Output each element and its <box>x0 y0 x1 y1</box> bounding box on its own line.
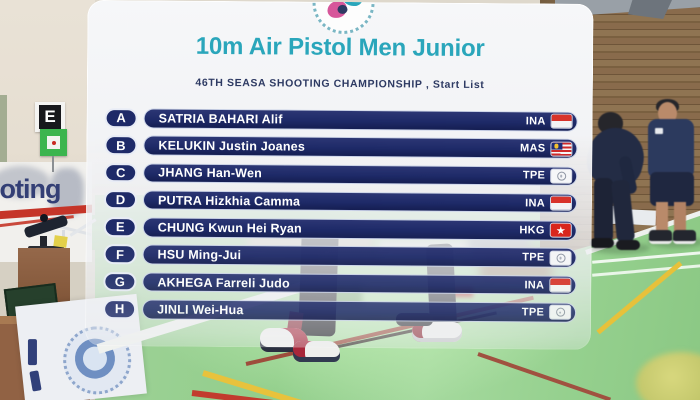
person-leg <box>656 202 668 232</box>
person-shoe <box>590 238 614 248</box>
country-flag-icon <box>550 196 572 210</box>
championship-logo <box>312 0 375 35</box>
country-code: TPE <box>521 306 545 319</box>
shooter-name: AKHEGA Farreli Judo <box>157 275 290 291</box>
country-code: TPE <box>522 169 546 182</box>
left-wall-strip <box>0 95 7 215</box>
lane-sign: E <box>35 102 65 132</box>
shooter-bar: CHUNG Kwun Hei Ryan HKG <box>142 217 577 241</box>
person-shoe <box>616 240 640 250</box>
lane-badge: G <box>103 271 137 292</box>
polo-badge <box>655 128 663 134</box>
event-title: 10m Air Pistol Men Junior <box>195 32 485 63</box>
ceiling-beam-bracket <box>628 0 672 19</box>
person-bending <box>581 112 658 252</box>
start-list-row: F HSU Ming-Jui TPE <box>103 244 583 268</box>
country-flag-icon <box>550 224 571 238</box>
shooter-bar: KELUKIN Justin Joanes MAS <box>143 135 578 159</box>
person-standing <box>645 99 700 244</box>
shooter-bar: PUTRA Hizkhia Camma INA <box>142 190 578 214</box>
start-list-row: D PUTRA Hizkhia Camma INA <box>103 189 584 214</box>
country-code: MAS <box>520 142 546 155</box>
shooter-name: JHANG Han-Wen <box>158 165 263 181</box>
lane-badge: E <box>103 217 137 238</box>
lane-badge: F <box>103 244 137 265</box>
shooter-name: KELUKIN Justin Joanes <box>158 138 306 154</box>
shooter-bar: JINLI Wei-Hua TPE <box>142 299 577 323</box>
scope-stand <box>40 236 47 250</box>
person-shorts <box>650 172 694 206</box>
shooter-name: PUTRA Hizkhia Camma <box>157 193 301 209</box>
country-flag-icon <box>551 142 572 156</box>
banner-graphic <box>0 166 50 198</box>
country-code: HKG <box>519 224 545 237</box>
person-head <box>658 102 677 124</box>
banner-text-fragment: ooting <box>0 174 61 204</box>
target-machine <box>40 129 67 156</box>
lane-badge: H <box>103 299 137 319</box>
country-code: INA <box>525 197 546 210</box>
start-list-row: C JHANG Han-Wen TPE <box>104 162 584 186</box>
shooter-bar: SATRIA BAHARI Alif INA <box>143 108 578 132</box>
lane-badge: C <box>104 162 138 183</box>
start-list-row: A SATRIA BAHARI Alif INA <box>104 108 585 132</box>
start-list-row: B KELUKIN Justin Joanes MAS <box>104 135 584 159</box>
shooter-bar: JHANG Han-Wen TPE <box>143 162 578 186</box>
person-leg <box>674 202 686 232</box>
shooter-bar: HSU Ming-Jui TPE <box>142 244 577 268</box>
lane-badge: B <box>104 135 138 156</box>
lane-badge: A <box>104 108 138 128</box>
shooter-name: SATRIA BAHARI Alif <box>158 111 283 127</box>
lane-badge: D <box>103 189 138 210</box>
shooter-name: JINLI Wei-Hua <box>157 302 244 317</box>
shooter-name: HSU Ming-Jui <box>157 247 242 263</box>
start-list-row: G AKHEGA Farreli Judo INA <box>103 271 583 296</box>
country-flag-icon <box>551 114 572 128</box>
country-flag-icon <box>550 278 571 292</box>
shooter-bar: AKHEGA Farreli Judo INA <box>142 272 577 296</box>
start-list: A SATRIA BAHARI Alif INA B KELUKIN Justi… <box>103 108 585 330</box>
start-list-row: H JINLI Wei-Hua TPE <box>103 299 583 323</box>
country-code: INA <box>525 115 546 128</box>
person-shoe <box>673 230 696 244</box>
scope-knob <box>40 214 48 222</box>
lane-sign-letter: E <box>39 105 61 129</box>
logo-shape <box>337 4 348 14</box>
country-code: TPE <box>522 251 545 264</box>
country-flag-icon <box>550 305 571 320</box>
person-shoe <box>649 230 672 244</box>
shooter-name: CHUNG Kwun Hei Ryan <box>157 220 302 236</box>
start-list-row: E CHUNG Kwun Hei Ryan HKG <box>103 217 584 241</box>
target-dot <box>51 140 56 145</box>
country-flag-icon <box>550 251 571 265</box>
country-code: INA <box>524 278 545 292</box>
target-rod <box>52 156 54 172</box>
person-leg <box>594 178 613 242</box>
event-subtitle: 46TH SEASA SHOOTING CHAMPIONSHIP , Start… <box>195 76 485 92</box>
country-flag-icon <box>551 169 572 183</box>
